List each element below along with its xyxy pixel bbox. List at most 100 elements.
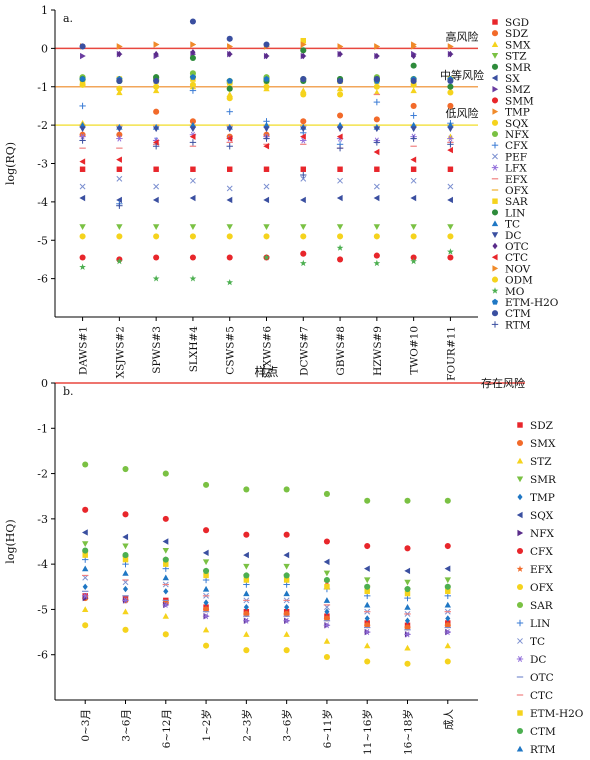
x-tick-label: 1~2岁: [200, 709, 213, 742]
data-point-smm: [153, 254, 160, 261]
data-point-lfx: [79, 133, 86, 140]
legend-label: TMP: [530, 492, 555, 504]
data-point-cfx: [243, 531, 250, 538]
data-point-sar: [122, 466, 129, 473]
data-point-ctm: [189, 18, 196, 25]
data-point-rtm: [404, 603, 411, 610]
data-point-rtm: [300, 171, 307, 179]
legend-label: LIN: [530, 618, 550, 630]
data-point-dc: [122, 597, 129, 604]
data-point-odm: [263, 233, 270, 240]
data-point-nfx: [82, 594, 89, 602]
legend-marker-sx: [491, 74, 498, 82]
y-tick-label: -6: [37, 649, 48, 662]
data-point-tmp: [243, 603, 249, 611]
data-point-smm: [447, 254, 454, 261]
data-point-rtm: [152, 143, 160, 150]
data-point-otc: [190, 49, 196, 56]
panel-b: 存在风险 -6 -5 -4 -3 -2 -1 0 0~3月 3~6月 6~12月 1~2岁 2~3岁 3~…: [4, 376, 584, 756]
data-point-sqx: [116, 85, 123, 92]
data-point-ctc: [447, 146, 453, 154]
data-point-sqx: [337, 91, 344, 98]
threshold-label: 低风险: [446, 106, 479, 120]
data-point-ctm: [364, 583, 371, 590]
data-point-sgd: [116, 166, 123, 172]
data-point-etm-h2o: [283, 577, 290, 583]
legend-marker-otc: [492, 242, 498, 250]
legend-label: SMR: [505, 62, 532, 74]
legend-marker-smr: [491, 63, 499, 70]
legend-label: SMX: [530, 438, 556, 450]
x-tick-label: XSJWS#2: [114, 326, 126, 378]
data-point-odm: [300, 233, 307, 240]
data-point-sar: [404, 497, 411, 504]
data-point-rtm: [364, 601, 371, 608]
legend-label: TC: [530, 636, 545, 648]
legend-label: DC: [505, 230, 521, 242]
data-point-sar: [82, 461, 89, 468]
data-point-sx: [116, 196, 122, 204]
data-point-sqx: [300, 91, 307, 98]
data-point-ctc: [410, 156, 417, 163]
data-point-nov: [190, 41, 197, 48]
data-point-etm-h2o: [404, 590, 411, 597]
data-point-ctm: [283, 572, 290, 579]
x-tick-label: DCWS#7: [298, 326, 310, 376]
x-tick-label: 16~18岁: [402, 709, 415, 755]
data-point-lin: [189, 54, 196, 62]
legend-marker-tc: [491, 220, 499, 227]
data-point-smr: [364, 577, 371, 584]
legend-label: SQX: [530, 510, 554, 522]
x-tick-label: SLXH#4: [188, 326, 200, 373]
data-point-pef: [116, 175, 123, 182]
data-point-smx: [226, 91, 233, 97]
legend-label: SMX: [505, 39, 531, 51]
x-tick-label: 6~11岁: [321, 709, 334, 748]
data-point-sx: [410, 194, 417, 202]
data-point-smx: [203, 606, 210, 613]
data-point-ctc: [373, 148, 380, 156]
legend-marker-etm-h2o: [491, 298, 499, 305]
x-tick-label: GBWS#8: [335, 326, 347, 376]
data-point-ctm: [263, 41, 270, 48]
data-point-ctm: [162, 556, 169, 563]
data-point-sqx: [82, 529, 88, 536]
data-point-ctc: [189, 133, 196, 140]
legend-label: SDZ: [505, 28, 528, 40]
data-point-smr: [283, 563, 290, 570]
data-point-ctc: [79, 158, 86, 165]
legend-label: TMP: [505, 107, 530, 119]
legend-marker-tc: [517, 638, 523, 644]
data-point-cfx: [79, 102, 86, 110]
legend-label: EFX: [530, 564, 553, 576]
legend-label: TC: [505, 219, 520, 231]
data-point-sqx: [189, 81, 196, 88]
legend-marker-lin: [516, 619, 524, 627]
data-point-stz: [336, 224, 344, 231]
legend-marker-sdz: [517, 422, 523, 428]
data-point-nov: [116, 43, 123, 50]
data-point-tc: [447, 121, 454, 128]
data-point-sqx: [364, 565, 370, 572]
legend-label: SDZ: [530, 420, 553, 432]
legend-marker-cfx: [516, 547, 524, 555]
data-point-tmp: [122, 585, 129, 593]
data-point-pef: [337, 177, 343, 184]
data-point-nov: [300, 41, 307, 48]
data-point-rtm: [79, 137, 86, 144]
legend-marker-tmp: [517, 493, 523, 501]
data-point-stz: [283, 631, 290, 637]
data-point-ctm: [243, 572, 250, 579]
y-tick-label: -2: [37, 119, 48, 132]
data-point-ofx: [323, 653, 330, 661]
threshold-label: 存在风险: [481, 376, 525, 390]
data-point-dc: [79, 126, 86, 133]
data-point-ctm: [300, 76, 307, 83]
data-point-mo: [373, 259, 381, 267]
data-point-sqx: [243, 551, 249, 559]
data-point-dc: [226, 126, 233, 133]
data-point-tmp: [82, 583, 88, 590]
legend-marker-smr: [516, 476, 524, 483]
data-point-ofx: [444, 658, 451, 665]
